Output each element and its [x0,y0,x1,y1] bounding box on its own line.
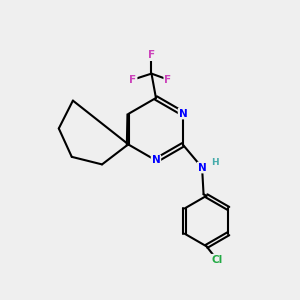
Text: N: N [178,109,187,118]
Text: F: F [164,75,171,85]
Text: H: H [211,158,218,167]
Text: Cl: Cl [211,255,223,265]
Text: F: F [148,50,155,60]
Text: N: N [152,155,160,165]
Text: F: F [130,75,136,85]
Text: N: N [198,163,206,172]
